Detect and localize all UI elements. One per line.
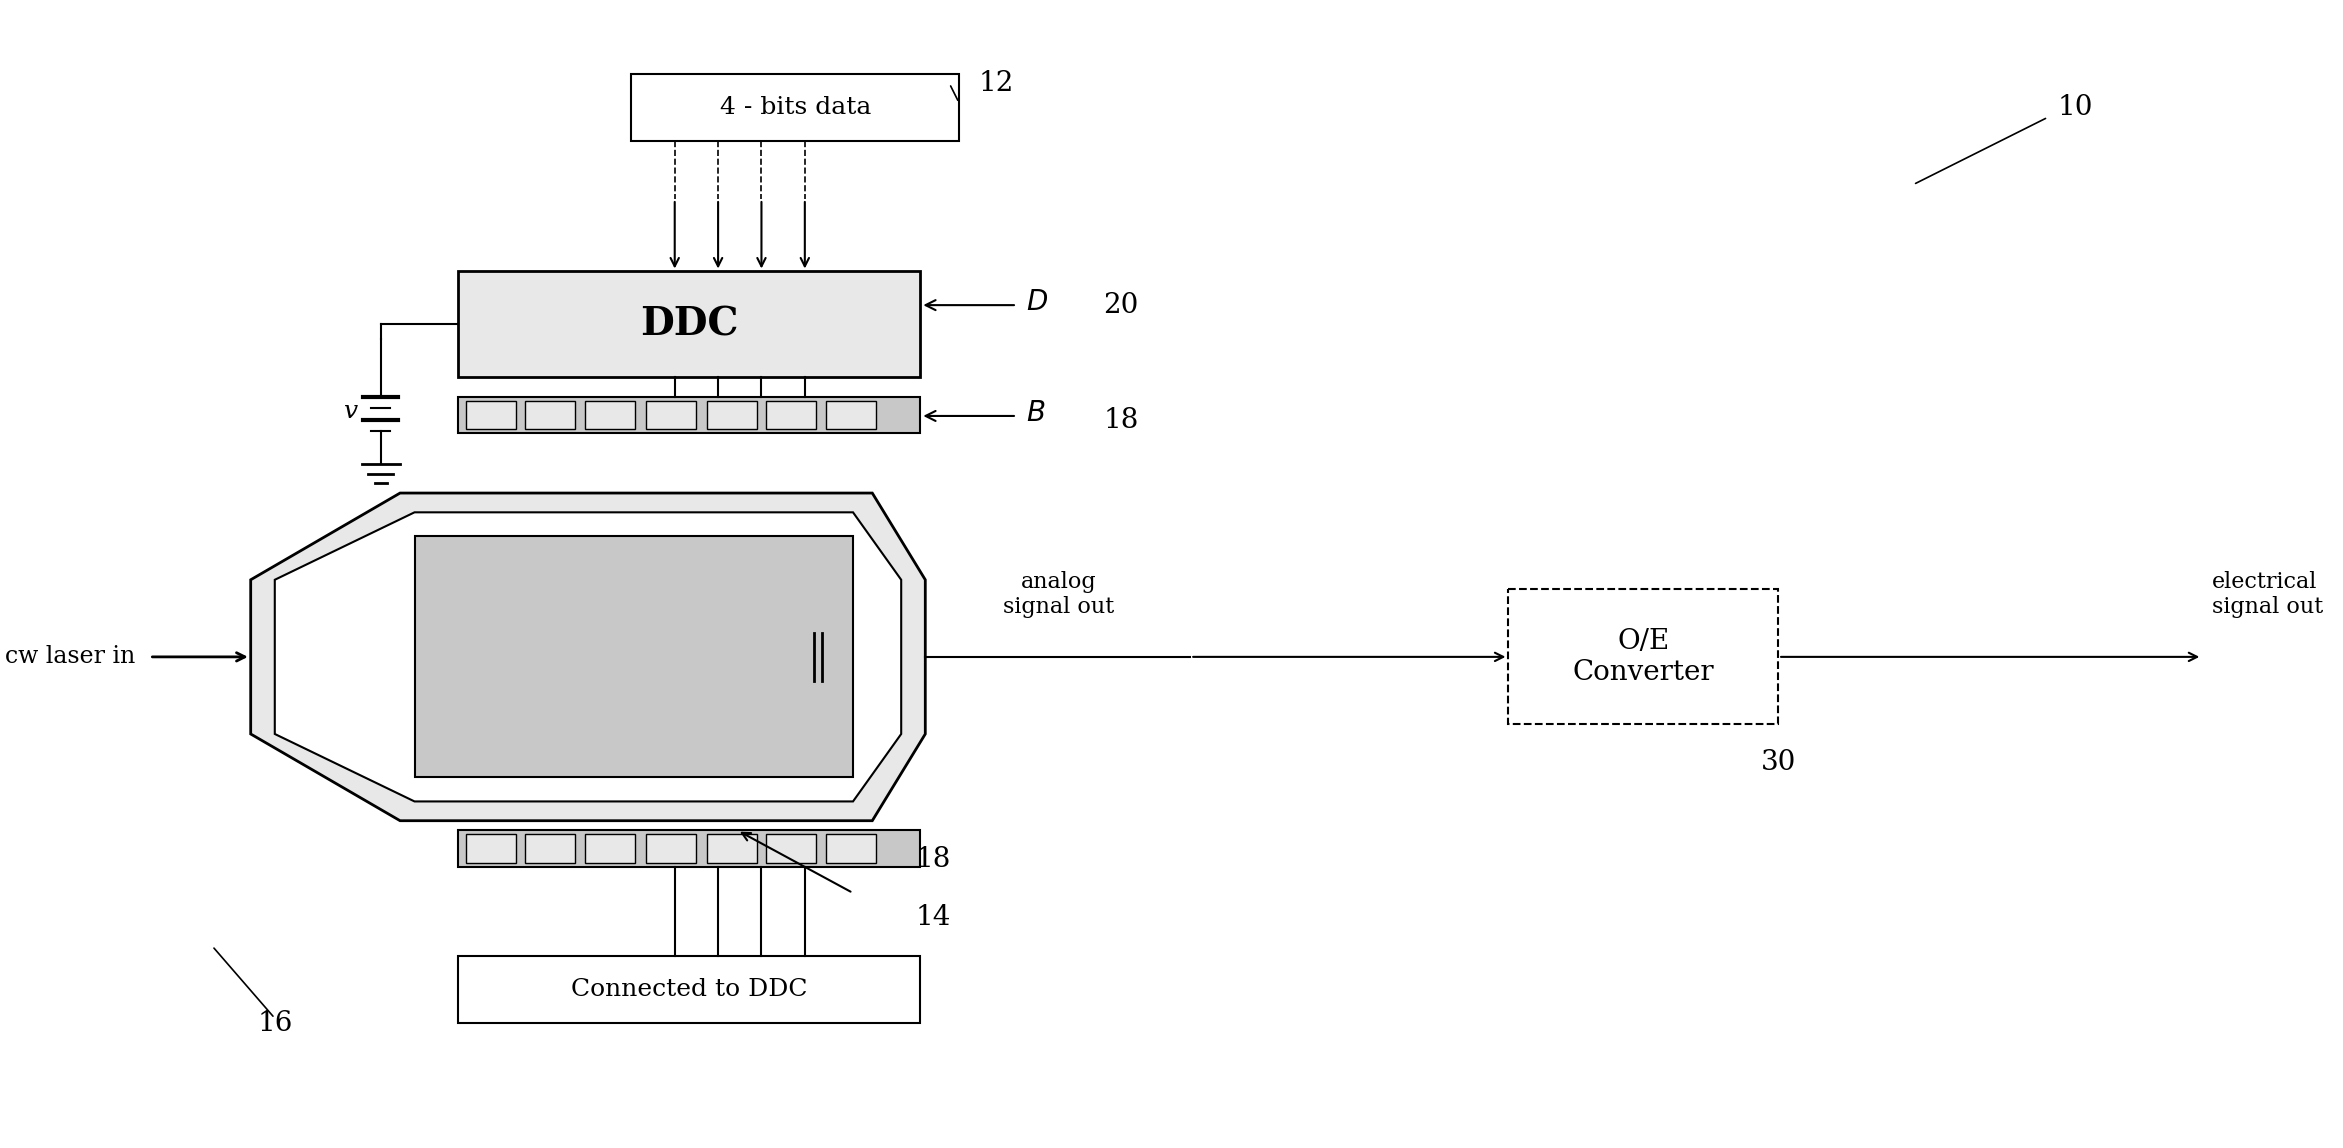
Text: 16: 16 [258,1009,293,1037]
Text: DDC: DDC [640,305,738,343]
FancyBboxPatch shape [827,401,876,429]
Text: 10: 10 [2057,94,2092,121]
Text: 18: 18 [1104,408,1139,434]
FancyBboxPatch shape [457,397,921,433]
Text: cw laser in: cw laser in [5,645,136,668]
Text: $D$: $D$ [1026,289,1050,316]
FancyBboxPatch shape [457,830,921,867]
FancyBboxPatch shape [525,835,576,863]
FancyBboxPatch shape [766,401,815,429]
Text: 4 - bits data: 4 - bits data [719,96,872,119]
Text: analog
signal out: analog signal out [1003,571,1113,619]
Text: 12: 12 [979,70,1015,96]
FancyBboxPatch shape [647,401,696,429]
FancyBboxPatch shape [630,73,958,141]
FancyBboxPatch shape [586,835,635,863]
Text: electrical
signal out: electrical signal out [2212,571,2324,619]
FancyBboxPatch shape [525,401,576,429]
Text: 20: 20 [1104,292,1139,319]
FancyBboxPatch shape [647,835,696,863]
FancyBboxPatch shape [766,835,815,863]
Text: $B$: $B$ [1026,400,1045,427]
Text: 14: 14 [916,903,951,931]
Polygon shape [251,492,925,821]
Text: Connected to DDC: Connected to DDC [572,978,808,1001]
FancyBboxPatch shape [415,536,853,777]
Polygon shape [274,512,902,801]
Text: 30: 30 [1760,750,1795,776]
Text: 18: 18 [916,846,951,872]
FancyBboxPatch shape [827,835,876,863]
Text: v: v [342,400,356,422]
FancyBboxPatch shape [708,401,757,429]
Text: O/E
Converter: O/E Converter [1572,628,1715,687]
FancyBboxPatch shape [466,835,515,863]
FancyBboxPatch shape [466,401,515,429]
FancyBboxPatch shape [708,835,757,863]
FancyBboxPatch shape [586,401,635,429]
FancyBboxPatch shape [457,271,921,378]
Bar [1509,589,1778,724]
FancyBboxPatch shape [457,955,921,1023]
